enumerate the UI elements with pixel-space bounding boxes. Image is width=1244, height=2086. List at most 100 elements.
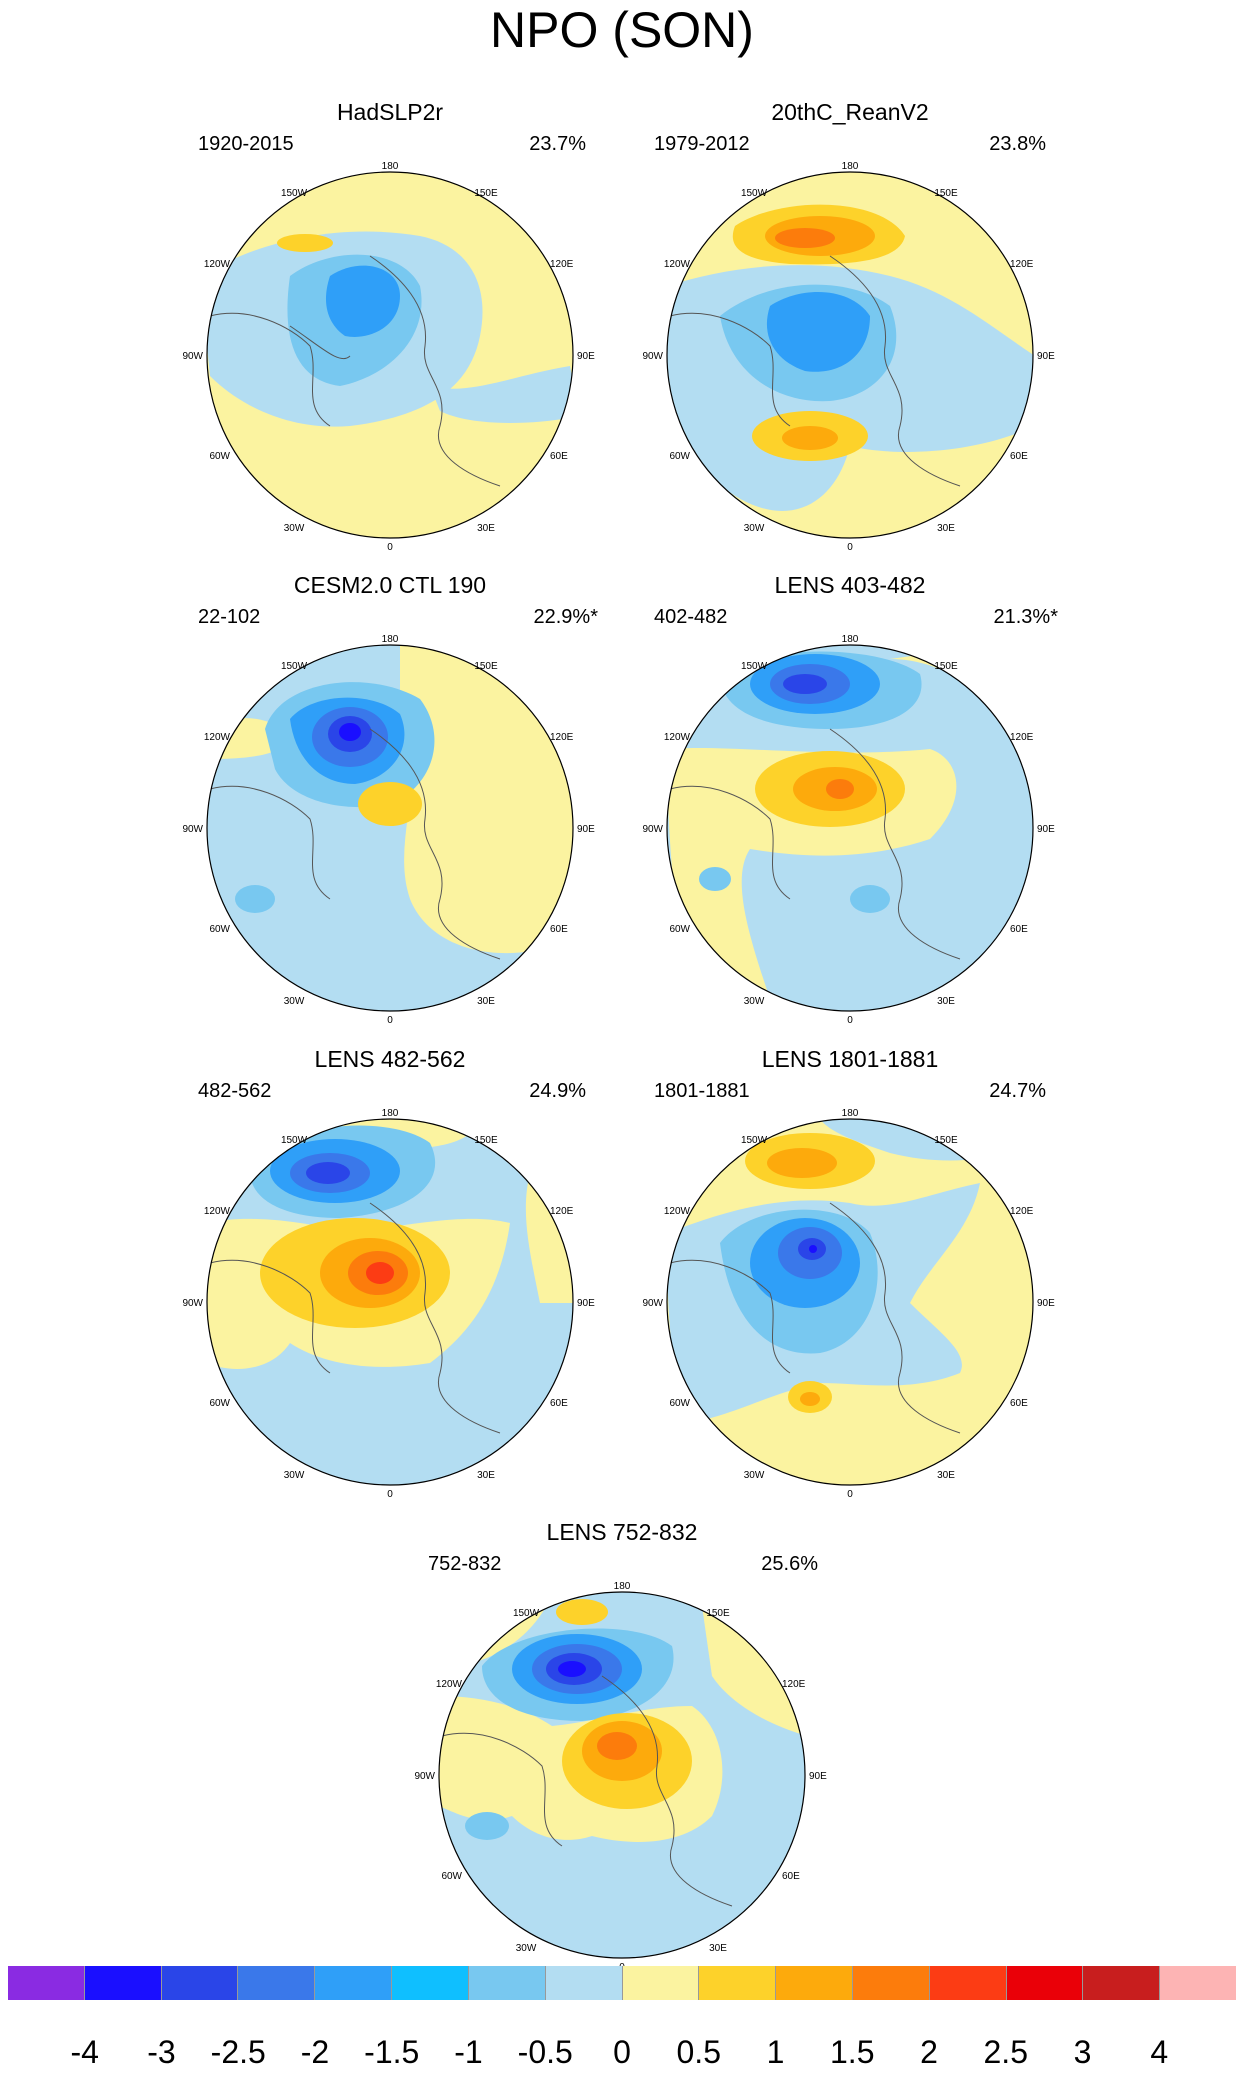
lon-label: 60W [209, 1398, 230, 1409]
coastline [209, 255, 501, 487]
lon-label: 90E [809, 1771, 827, 1782]
lon-label: 60E [550, 924, 568, 935]
lon-label: 60E [1010, 924, 1028, 935]
colorbar-tick-label: -0.5 [517, 2034, 573, 2070]
polar-map: 180 0 90W 90E 150W 150E 120W 120E 60W 60… [642, 161, 1055, 553]
lon-label: 90E [577, 351, 595, 362]
lon-label: 30E [709, 1943, 727, 1954]
colorbar-swatch [1160, 1966, 1236, 2000]
positive-anomaly-region [358, 782, 422, 826]
lon-label: 30W [744, 1470, 765, 1481]
panel-title: LENS 752-832 [546, 1519, 698, 1545]
colorbar-swatch [1006, 1966, 1084, 2000]
lon-label: 120E [550, 1206, 574, 1217]
positive-anomaly-region [782, 426, 838, 450]
lon-label: 150W [281, 661, 308, 672]
colorbar-swatch [392, 1966, 469, 2000]
lon-label: 0 [387, 1489, 393, 1500]
negative-anomaly-region [558, 1661, 586, 1677]
colorbar-swatch [84, 1966, 162, 2000]
lon-label: 90W [642, 824, 663, 835]
figure-title: NPO (SON) [490, 2, 754, 58]
lon-label: 150W [281, 188, 308, 199]
panel-period: 1979-2012 [654, 133, 750, 155]
colorbar-swatch [776, 1966, 853, 2000]
colorbar-tick-label: 0.5 [676, 2034, 721, 2070]
lon-label: 0 [387, 1015, 393, 1026]
coastline [441, 1675, 733, 1907]
map-panel-hadslp2r: HadSLP2r 1920-2015 23.7% 180 0 90W 90E 1… [170, 98, 610, 573]
lon-label: 60E [782, 1871, 800, 1882]
lon-label: 120E [1010, 732, 1034, 743]
panel-title: LENS 403-482 [774, 572, 926, 598]
panel-period: 402-482 [654, 606, 728, 628]
lon-label: 30W [284, 996, 305, 1007]
colorbar-tick-label: 3 [1073, 2034, 1092, 2070]
lon-label: 180 [842, 634, 859, 645]
map-panel-lens-1801-1881: LENS 1801-1881 1801-1881 24.7% 180 0 90W… [630, 1045, 1070, 1520]
negative-anomaly-region [325, 265, 400, 337]
polar-map: 180 0 90W 90E 150W 150E 120W 120E 60W 60… [182, 161, 595, 553]
lon-label: 150E [474, 661, 498, 672]
lon-label: 60E [1010, 451, 1028, 462]
lon-label: 90E [1037, 1298, 1055, 1309]
lon-label: 30W [516, 1943, 537, 1954]
lon-label: 120E [1010, 1206, 1034, 1217]
colorbar-swatch [929, 1966, 1007, 2000]
coastline [209, 1202, 501, 1434]
lon-label: 30E [937, 1470, 955, 1481]
positive-anomaly-region [800, 1392, 820, 1406]
panel-title: LENS 482-562 [314, 1046, 466, 1072]
panel-period: 752-832 [428, 1553, 502, 1575]
lon-label: 90W [642, 351, 663, 362]
lon-label: 150W [741, 188, 768, 199]
positive-anomaly-region [556, 1599, 608, 1625]
lon-label: 90E [1037, 824, 1055, 835]
map-panel-lens-403-482: LENS 403-482 402-482 21.3%* 180 0 90W 90… [630, 571, 1070, 1046]
colorbar-swatch [622, 1966, 700, 2000]
lon-label: 150W [741, 1135, 768, 1146]
lon-label: 30W [744, 996, 765, 1007]
lon-label: 60W [669, 451, 690, 462]
lon-label: 120E [550, 732, 574, 743]
lon-label: 90W [182, 1298, 203, 1309]
lon-label: 90W [642, 1298, 663, 1309]
lon-label: 90W [182, 351, 203, 362]
panel-variance: 24.9% [529, 1080, 586, 1102]
map-panel-lens-752-832: LENS 752-832 752-832 25.6% 180 0 90W 90E… [402, 1518, 842, 1993]
coastline [669, 1202, 961, 1434]
colorbar-tick-label: 2 [920, 2034, 938, 2070]
negative-anomaly-region [766, 292, 870, 372]
map-border [666, 1118, 1034, 1486]
lon-label: 180 [382, 634, 399, 645]
coastline [669, 728, 961, 960]
lon-label: 120W [664, 732, 691, 743]
positive-anomaly-region [400, 645, 573, 954]
colorbar-swatch [1083, 1966, 1161, 2000]
lon-label: 90W [182, 824, 203, 835]
panel-variance: 24.7% [989, 1080, 1046, 1102]
colorbar [8, 1966, 1236, 2000]
coastline [209, 728, 501, 960]
map-border [438, 1591, 806, 1959]
lon-label: 150W [741, 661, 768, 672]
lon-label: 180 [842, 161, 859, 172]
lon-label: 120W [204, 732, 231, 743]
lon-label: 90E [577, 824, 595, 835]
lon-label: 150E [934, 188, 958, 199]
lon-label: 180 [382, 1108, 399, 1119]
lon-label: 60W [669, 1398, 690, 1409]
colorbar-tick-label: -2.5 [210, 2034, 266, 2070]
lon-label: 120E [782, 1679, 806, 1690]
lon-label: 60W [669, 924, 690, 935]
lon-label: 0 [387, 542, 393, 553]
colorbar-tick-label: 1.5 [830, 2034, 875, 2070]
lon-label: 180 [382, 161, 399, 172]
colorbar-tick-label: -1.5 [364, 2034, 420, 2070]
panel-variance: 25.6% [761, 1553, 818, 1575]
lon-label: 30E [937, 523, 955, 534]
colorbar-swatch [315, 1966, 393, 2000]
lon-label: 120E [550, 259, 574, 270]
colorbar-swatch [699, 1966, 777, 2000]
lon-label: 60W [209, 451, 230, 462]
